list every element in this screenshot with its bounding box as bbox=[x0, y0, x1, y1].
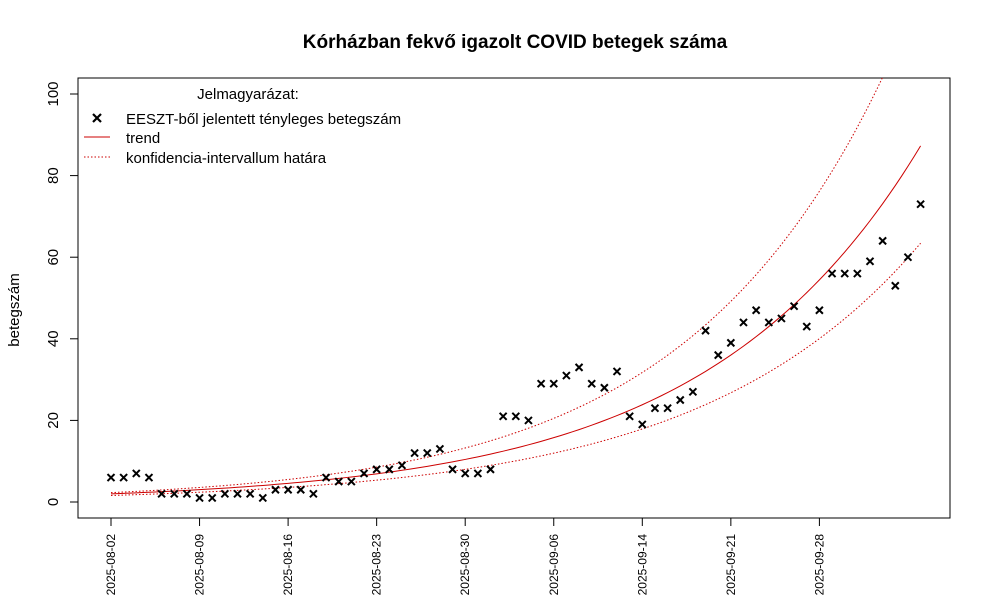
data-point bbox=[865, 257, 875, 266]
legend: Jelmagyarázat: EESZT-ből jelentett tényl… bbox=[84, 86, 401, 167]
data-point bbox=[764, 318, 774, 327]
data-point bbox=[600, 383, 609, 392]
plot-frame bbox=[77, 77, 951, 519]
data-point bbox=[309, 489, 318, 499]
data-point bbox=[258, 493, 268, 503]
data-point bbox=[903, 252, 913, 262]
legend-label-observed: EESZT-ből jelentett tényleges betegszám bbox=[126, 111, 401, 128]
legend-title: Jelmagyarázat: bbox=[197, 86, 299, 103]
legend-label-confidence: konfidencia-intervallum határa bbox=[126, 150, 327, 167]
data-point bbox=[612, 367, 622, 376]
y-axis-label: betegszám bbox=[6, 273, 23, 346]
data-point bbox=[460, 469, 470, 478]
data-point bbox=[840, 269, 849, 278]
confidence-lower-line bbox=[110, 242, 921, 496]
data-point bbox=[701, 326, 710, 335]
data-point bbox=[182, 489, 192, 499]
y-tick-label: 0 bbox=[45, 498, 62, 506]
data-point bbox=[688, 387, 698, 397]
legend-marker-cross bbox=[92, 113, 102, 123]
chart-title: Kórházban fekvő igazolt COVID betegek sz… bbox=[303, 32, 728, 53]
data-point bbox=[650, 403, 660, 413]
data-point bbox=[448, 465, 457, 474]
data-point bbox=[473, 469, 483, 478]
data-point bbox=[372, 465, 381, 474]
data-point bbox=[638, 420, 647, 429]
y-tick-label: 60 bbox=[45, 249, 62, 266]
x-tick-label: 2025-08-30 bbox=[458, 534, 472, 596]
data-point bbox=[220, 489, 230, 499]
confidence-upper-line bbox=[110, 77, 883, 494]
x-tick-label: 2025-08-23 bbox=[370, 534, 384, 596]
data-point bbox=[549, 379, 558, 388]
x-tick-label: 2025-08-02 bbox=[104, 534, 118, 596]
data-point bbox=[157, 489, 166, 499]
data-point bbox=[853, 269, 862, 278]
data-point bbox=[562, 371, 571, 380]
data-point bbox=[815, 306, 824, 315]
series-lines bbox=[110, 77, 922, 496]
data-point bbox=[574, 363, 584, 372]
y-tick-label: 100 bbox=[45, 81, 62, 106]
y-axis: 0 20 40 60 80 100 bbox=[45, 81, 78, 506]
data-point bbox=[916, 199, 925, 209]
data-point bbox=[739, 318, 748, 327]
data-point bbox=[726, 338, 736, 348]
x-tick-label: 2025-09-14 bbox=[635, 534, 649, 596]
x-tick-label: 2025-09-28 bbox=[812, 534, 826, 596]
y-tick-label: 40 bbox=[45, 330, 62, 347]
data-point bbox=[713, 350, 723, 360]
data-point bbox=[511, 412, 521, 421]
data-point bbox=[410, 448, 419, 458]
data-point bbox=[170, 489, 179, 499]
trend-line bbox=[110, 145, 922, 495]
data-point bbox=[587, 379, 596, 388]
data-point bbox=[891, 281, 900, 290]
data-point bbox=[283, 485, 293, 494]
data-point bbox=[663, 403, 672, 413]
legend-label-trend: trend bbox=[126, 130, 160, 147]
data-point bbox=[802, 322, 811, 331]
data-point bbox=[751, 306, 761, 315]
data-point bbox=[486, 465, 495, 474]
data-point bbox=[144, 473, 154, 482]
data-point bbox=[625, 412, 634, 421]
x-axis: 2025-08-02 2025-08-09 2025-08-16 2025-08-23… bbox=[104, 518, 826, 595]
data-point bbox=[334, 477, 343, 486]
data-point bbox=[119, 473, 128, 482]
data-point bbox=[271, 485, 280, 494]
data-point bbox=[347, 477, 356, 486]
data-point bbox=[359, 469, 369, 478]
data-point bbox=[423, 448, 432, 458]
data-point bbox=[777, 314, 786, 323]
data-point bbox=[397, 461, 407, 470]
data-point bbox=[207, 493, 217, 503]
data-point bbox=[321, 473, 331, 482]
data-point bbox=[245, 489, 255, 499]
data-point bbox=[878, 236, 887, 246]
x-tick-label: 2025-09-06 bbox=[547, 534, 561, 596]
data-point bbox=[233, 489, 242, 499]
data-point bbox=[789, 301, 799, 311]
y-tick-label: 80 bbox=[45, 167, 62, 184]
x-tick-label: 2025-08-16 bbox=[281, 534, 295, 596]
y-tick-label: 20 bbox=[45, 412, 62, 429]
data-point bbox=[435, 444, 445, 454]
data-point bbox=[132, 469, 141, 478]
x-tick-label: 2025-08-09 bbox=[193, 534, 207, 596]
data-point bbox=[676, 395, 685, 405]
data-point bbox=[385, 465, 394, 474]
data-point bbox=[524, 416, 533, 425]
data-point bbox=[296, 485, 305, 494]
data-point bbox=[827, 269, 837, 278]
data-points bbox=[106, 199, 925, 503]
data-point bbox=[106, 473, 116, 482]
x-tick-label: 2025-09-21 bbox=[724, 534, 738, 596]
data-point bbox=[195, 493, 204, 503]
data-point bbox=[498, 412, 508, 421]
data-point bbox=[536, 379, 546, 388]
